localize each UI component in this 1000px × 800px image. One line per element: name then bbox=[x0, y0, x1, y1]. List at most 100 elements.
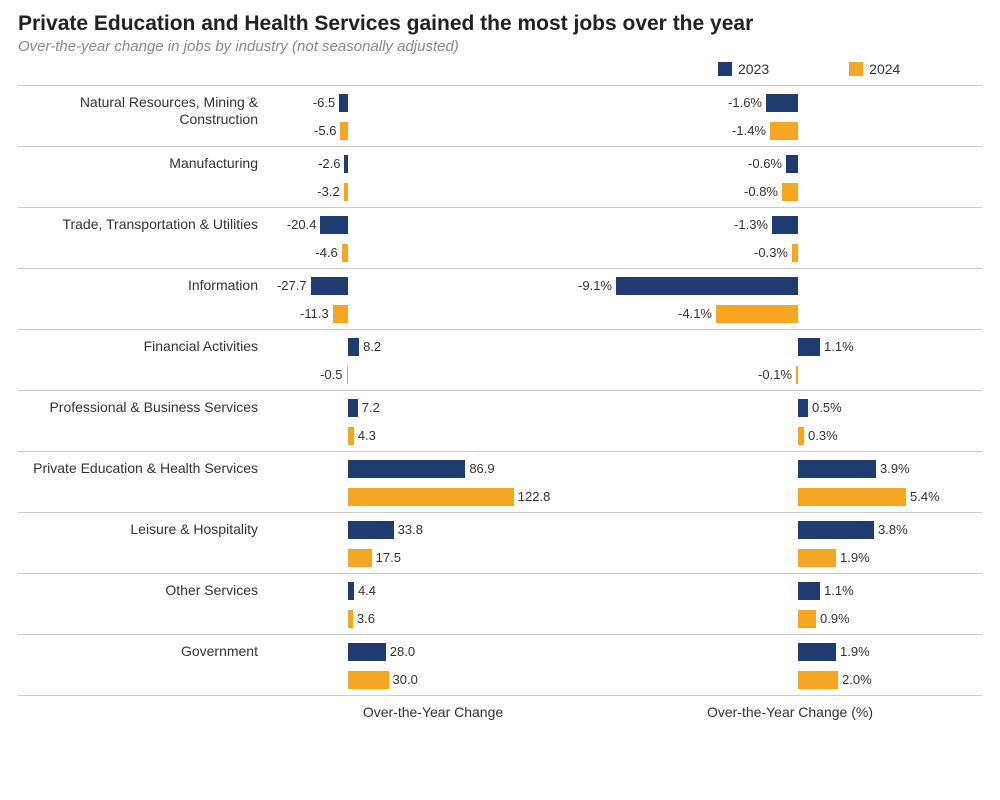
bar-rect bbox=[311, 277, 348, 295]
bar-rect bbox=[333, 305, 348, 323]
bar-rect bbox=[348, 549, 372, 567]
category-label: Trade, Transportation & Utilities bbox=[18, 214, 268, 264]
legend-label-2024: 2024 bbox=[869, 61, 900, 77]
bar-value-label: 5.4% bbox=[910, 489, 940, 504]
bar-value-label: -11.3 bbox=[300, 306, 329, 321]
bar-value-label: 122.8 bbox=[518, 489, 551, 504]
category-label: Financial Activities bbox=[18, 336, 268, 386]
bar-row: -0.8% bbox=[598, 181, 982, 203]
bar-value-label: 3.9% bbox=[880, 461, 910, 476]
bar-row: 1.1% bbox=[598, 336, 982, 358]
bar-rect bbox=[796, 366, 798, 384]
bar-value-label: -9.1% bbox=[578, 278, 612, 293]
bar-row: 1.1% bbox=[598, 580, 982, 602]
bar-rect bbox=[772, 216, 798, 234]
bar-row: 0.9% bbox=[598, 608, 982, 630]
bar-rect bbox=[798, 549, 836, 567]
chart-subtitle: Over-the-year change in jobs by industry… bbox=[18, 38, 982, 55]
category-row: Financial Activities8.2-0.51.1%-0.1% bbox=[18, 329, 982, 390]
bar-rect bbox=[344, 155, 348, 173]
bar-rect bbox=[348, 582, 354, 600]
bar-rect bbox=[770, 122, 798, 140]
bar-row: 0.5% bbox=[598, 397, 982, 419]
category-row: Natural Resources, Mining & Construction… bbox=[18, 85, 982, 146]
legend-swatch-2023 bbox=[718, 62, 732, 76]
legend-item-2024: 2024 bbox=[849, 61, 900, 77]
category-row: Government28.030.01.9%2.0% bbox=[18, 634, 982, 696]
bar-value-label: 0.5% bbox=[812, 400, 842, 415]
bar-value-label: 1.9% bbox=[840, 644, 870, 659]
bar-row: -2.6 bbox=[268, 153, 598, 175]
bar-rect bbox=[348, 427, 354, 445]
bar-value-label: 3.8% bbox=[878, 522, 908, 537]
bar-value-label: 7.2 bbox=[362, 400, 380, 415]
bar-rect bbox=[786, 155, 798, 173]
bar-rect bbox=[782, 183, 798, 201]
bar-rect bbox=[798, 582, 820, 600]
category-label: Private Education & Health Services bbox=[18, 458, 268, 508]
category-row: Manufacturing-2.6-3.2-0.6%-0.8% bbox=[18, 146, 982, 207]
bar-rect bbox=[348, 399, 358, 417]
bar-row: -0.3% bbox=[598, 242, 982, 264]
bar-row: 0.3% bbox=[598, 425, 982, 447]
bar-rect bbox=[339, 94, 348, 112]
bar-rect bbox=[347, 366, 349, 384]
category-label: Other Services bbox=[18, 580, 268, 630]
bar-row: -27.7 bbox=[268, 275, 598, 297]
bar-value-label: 4.4 bbox=[358, 583, 376, 598]
bar-value-label: 1.1% bbox=[824, 339, 854, 354]
bar-value-label: 0.3% bbox=[808, 428, 838, 443]
x-axis-labels: Over-the-Year Change Over-the-Year Chang… bbox=[18, 704, 982, 720]
category-row: Professional & Business Services 7.2 4.3 0.… bbox=[18, 390, 982, 451]
category-row: Private Education & Health Services86.9 1… bbox=[18, 451, 982, 512]
legend-swatch-2024 bbox=[849, 62, 863, 76]
bar-rect bbox=[348, 671, 389, 689]
bar-rect bbox=[320, 216, 348, 234]
bar-row: -5.6 bbox=[268, 120, 598, 142]
bar-value-label: 8.2 bbox=[363, 339, 381, 354]
category-label: Natural Resources, Mining & Construction bbox=[18, 92, 268, 142]
bar-rect bbox=[766, 94, 798, 112]
bar-rect bbox=[798, 399, 808, 417]
bar-value-label: -1.4% bbox=[732, 123, 766, 138]
bar-row: 30.0 bbox=[268, 669, 598, 691]
bar-row: 3.8% bbox=[598, 519, 982, 541]
category-label: Government bbox=[18, 641, 268, 691]
chart-area: Natural Resources, Mining & Construction… bbox=[18, 85, 982, 696]
x-axis-label-left: Over-the-Year Change bbox=[268, 704, 598, 720]
bar-rect bbox=[348, 521, 394, 539]
bar-rect bbox=[348, 488, 514, 506]
bar-value-label: 4.3 bbox=[358, 428, 376, 443]
bar-row: -20.4 bbox=[268, 214, 598, 236]
chart-title: Private Education and Health Services ga… bbox=[18, 12, 982, 36]
bar-row: 122.8 bbox=[268, 486, 598, 508]
bar-row: 86.9 bbox=[268, 458, 598, 480]
category-label: Leisure & Hospitality bbox=[18, 519, 268, 569]
bar-row: 4.4 bbox=[268, 580, 598, 602]
bar-row: -11.3 bbox=[268, 303, 598, 325]
bar-rect bbox=[616, 277, 798, 295]
category-label: Information bbox=[18, 275, 268, 325]
bar-value-label: -1.3% bbox=[734, 217, 768, 232]
legend: 2023 2024 bbox=[718, 61, 982, 77]
bar-value-label: 33.8 bbox=[398, 522, 423, 537]
bar-value-label: -0.8% bbox=[744, 184, 778, 199]
bar-value-label: 1.9% bbox=[840, 550, 870, 565]
bar-rect bbox=[798, 338, 820, 356]
category-row: Leisure & Hospitality 33.8 17.5 3.8% 1.9% bbox=[18, 512, 982, 573]
legend-item-2023: 2023 bbox=[718, 61, 769, 77]
category-label: Professional & Business Services bbox=[18, 397, 268, 447]
bar-rect bbox=[348, 338, 359, 356]
bar-value-label: 1.1% bbox=[824, 583, 854, 598]
bar-row: 7.2 bbox=[268, 397, 598, 419]
bar-rect bbox=[798, 671, 838, 689]
bar-rect bbox=[340, 122, 348, 140]
bar-row: 5.4% bbox=[598, 486, 982, 508]
bar-value-label: 30.0 bbox=[393, 672, 418, 687]
bar-rect bbox=[348, 643, 386, 661]
bar-row: 17.5 bbox=[268, 547, 598, 569]
bar-row: 2.0% bbox=[598, 669, 982, 691]
bar-rect bbox=[798, 488, 906, 506]
bar-value-label: -5.6 bbox=[314, 123, 336, 138]
bar-rect bbox=[798, 643, 836, 661]
